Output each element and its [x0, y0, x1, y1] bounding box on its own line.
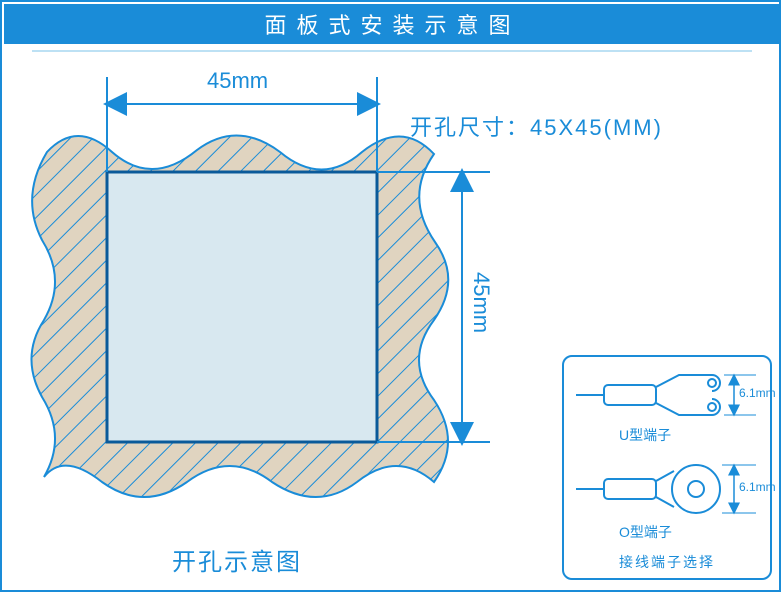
o-terminal-dim: 6.1mm	[739, 480, 776, 494]
dim-width-label: 45mm	[207, 68, 268, 94]
u-terminal-label: U型端子	[619, 425, 671, 445]
terminal-inset: 6.1mm U型端子 6.1mm O型端子 接线端子选择	[562, 355, 772, 580]
o-terminal-icon	[576, 465, 720, 513]
dim-height-label: 45mm	[468, 272, 494, 333]
u-terminal-icon	[576, 375, 720, 415]
outer-frame: 面板式安装示意图	[0, 0, 781, 592]
o-terminal-label: O型端子	[619, 522, 672, 542]
hole-size-text: 开孔尺寸：45X45(MM)	[410, 110, 663, 142]
u-terminal-dim: 6.1mm	[739, 386, 776, 400]
inset-bottom-label: 接线端子选择	[619, 552, 715, 572]
caption-text: 开孔示意图	[172, 542, 302, 577]
